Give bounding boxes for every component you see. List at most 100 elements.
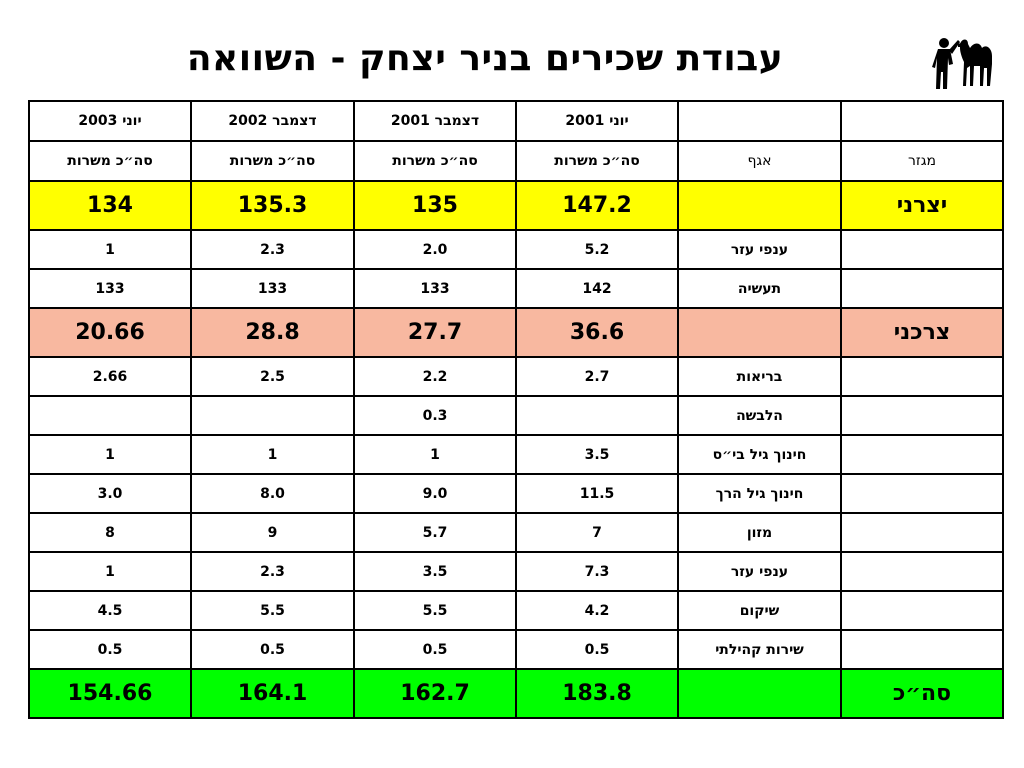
value-cell: 5.2: [515, 229, 679, 270]
branch-cell: [677, 180, 842, 231]
sector-cell: [840, 356, 1004, 397]
value-cell: 2.3: [190, 551, 355, 592]
value-cell: 1: [28, 229, 192, 270]
value-cell: 0.5: [353, 629, 517, 670]
table-cell: [677, 100, 842, 142]
branch-cell: [677, 307, 842, 358]
value-cell: 133: [190, 268, 355, 309]
branch-cell: ענפי עזר: [677, 551, 842, 592]
value-cell: 2.0: [353, 229, 517, 270]
sector-cell: [840, 268, 1004, 309]
table-row-producer-sector: יצרני 147.2 135 135.3 134: [28, 180, 1004, 231]
branch-cell: בריאות: [677, 356, 842, 397]
value-cell: 134: [28, 180, 192, 231]
value-cell: [190, 395, 355, 436]
table-row: חינוך גיל בי״ס 3.5 1 1 1: [28, 434, 1004, 475]
value-cell: 8: [28, 512, 192, 553]
page-title: עבודת שכירים בניר יצחק - השוואה: [186, 38, 784, 79]
value-cell: 9.0: [353, 473, 517, 514]
column-header-total-positions: סה״כ משרות: [28, 140, 192, 182]
value-cell: [28, 395, 192, 436]
table-row-total: סה״כ 183.8 162.7 164.1 154.66: [28, 668, 1004, 719]
branch-cell: הלבשה: [677, 395, 842, 436]
value-cell: 2.2: [353, 356, 517, 397]
value-cell: 36.6: [515, 307, 679, 358]
sector-cell: [840, 512, 1004, 553]
value-cell: 2.66: [28, 356, 192, 397]
table-row: הלבשה 0.3: [28, 395, 1004, 436]
column-header-total-positions: סה״כ משרות: [190, 140, 355, 182]
sector-cell: [840, 551, 1004, 592]
sector-cell: [840, 590, 1004, 631]
sector-cell: [840, 434, 1004, 475]
table-row: תעשיה 142 133 133 133: [28, 268, 1004, 309]
table-row: ענפי עזר 7.3 3.5 2.3 1: [28, 551, 1004, 592]
column-header-sector: מגזר: [840, 140, 1004, 182]
value-cell: 3.0: [28, 473, 192, 514]
value-cell: [515, 395, 679, 436]
value-cell: 135.3: [190, 180, 355, 231]
subheader-row: מגזר אגף סה״כ משרות סה״כ משרות סה״כ משרו…: [28, 140, 1004, 182]
value-cell: 147.2: [515, 180, 679, 231]
value-cell: 135: [353, 180, 517, 231]
value-cell: 2.7: [515, 356, 679, 397]
sector-cell: [840, 629, 1004, 670]
value-cell: 0.3: [353, 395, 517, 436]
value-cell: 164.1: [190, 668, 355, 719]
value-cell: 4.2: [515, 590, 679, 631]
column-header-period: דצמבר 2002: [190, 100, 355, 142]
table-row-consumer-sector: צרכני 36.6 27.7 28.8 20.66: [28, 307, 1004, 358]
branch-cell: [677, 668, 842, 719]
column-header-period: יוני 2003: [28, 100, 192, 142]
table-row: בריאות 2.7 2.2 2.5 2.66: [28, 356, 1004, 397]
value-cell: 2.5: [190, 356, 355, 397]
value-cell: 4.5: [28, 590, 192, 631]
value-cell: 0.5: [515, 629, 679, 670]
value-cell: 27.7: [353, 307, 517, 358]
value-cell: 5.7: [353, 512, 517, 553]
sector-cell: [840, 229, 1004, 270]
value-cell: 1: [190, 434, 355, 475]
value-cell: 133: [28, 268, 192, 309]
period-header-row: יוני 2001 דצמבר 2001 דצמבר 2002 יוני 200…: [28, 100, 1004, 142]
value-cell: 11.5: [515, 473, 679, 514]
value-cell: 28.8: [190, 307, 355, 358]
branch-cell: מזון: [677, 512, 842, 553]
branch-cell: תעשיה: [677, 268, 842, 309]
value-cell: 3.5: [515, 434, 679, 475]
value-cell: 162.7: [353, 668, 517, 719]
table-row: חינוך גיל הרך 11.5 9.0 8.0 3.0: [28, 473, 1004, 514]
employees-comparison-table: יוני 2001 דצמבר 2001 דצמבר 2002 יוני 200…: [28, 100, 1004, 719]
value-cell: 7: [515, 512, 679, 553]
value-cell: 3.5: [353, 551, 517, 592]
value-cell: 5.5: [353, 590, 517, 631]
table-cell: [840, 100, 1004, 142]
value-cell: 0.5: [28, 629, 192, 670]
branch-cell: שיקום: [677, 590, 842, 631]
sector-cell: [840, 395, 1004, 436]
value-cell: 7.3: [515, 551, 679, 592]
value-cell: 9: [190, 512, 355, 553]
branch-cell: חינוך גיל בי״ס: [677, 434, 842, 475]
sector-cell: [840, 473, 1004, 514]
sector-cell: צרכני: [840, 307, 1004, 358]
value-cell: 1: [353, 434, 517, 475]
table-row: שירות קהילתי 0.5 0.5 0.5 0.5: [28, 629, 1004, 670]
table-row: שיקום 4.2 5.5 5.5 4.5: [28, 590, 1004, 631]
value-cell: 154.66: [28, 668, 192, 719]
column-header-total-positions: סה״כ משרות: [515, 140, 679, 182]
table-row: מזון 7 5.7 9 8: [28, 512, 1004, 553]
branch-cell: חינוך גיל הרך: [677, 473, 842, 514]
value-cell: 183.8: [515, 668, 679, 719]
sector-cell: יצרני: [840, 180, 1004, 231]
value-cell: 2.3: [190, 229, 355, 270]
branch-cell: ענפי עזר: [677, 229, 842, 270]
value-cell: 1: [28, 551, 192, 592]
column-header-total-positions: סה״כ משרות: [353, 140, 517, 182]
value-cell: 20.66: [28, 307, 192, 358]
sector-cell: סה״כ: [840, 668, 1004, 719]
value-cell: 8.0: [190, 473, 355, 514]
value-cell: 142: [515, 268, 679, 309]
table-row: ענפי עזר 5.2 2.0 2.3 1: [28, 229, 1004, 270]
column-header-period: יוני 2001: [515, 100, 679, 142]
